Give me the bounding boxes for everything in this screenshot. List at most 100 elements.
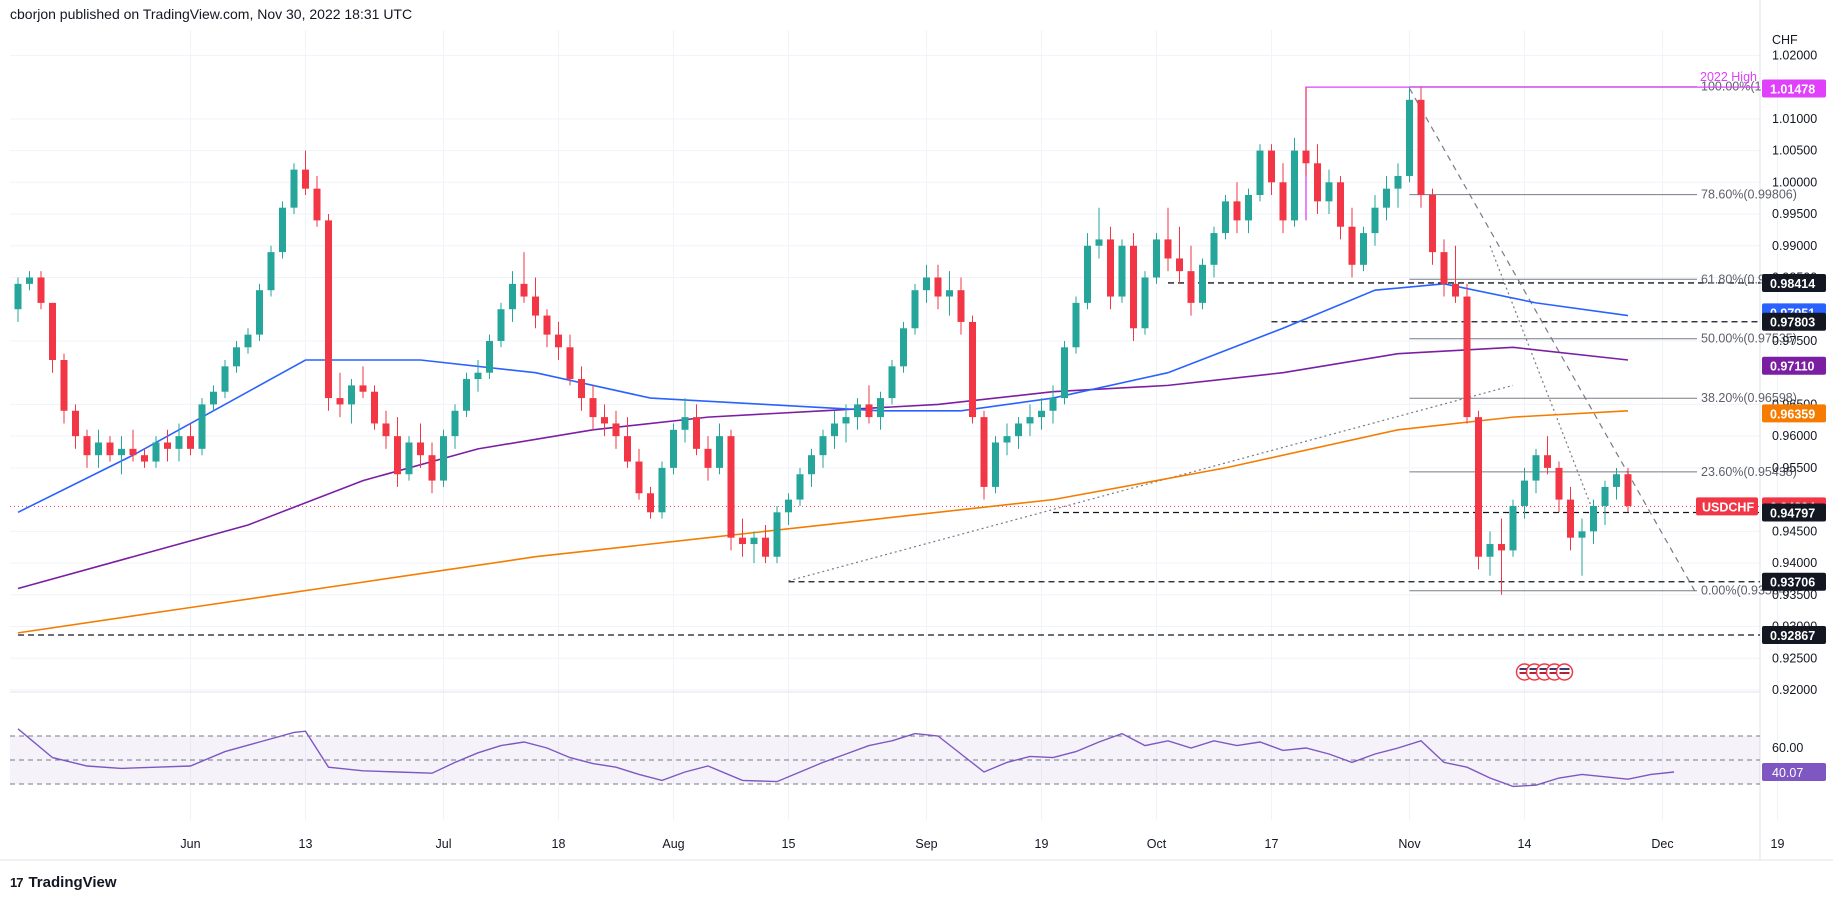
- candle: [612, 410, 620, 449]
- candle: [118, 436, 125, 475]
- candle: [934, 264, 942, 310]
- candle: [1555, 461, 1563, 513]
- price-tag-label: 0.97803: [1770, 316, 1815, 330]
- flag-stripe: [1539, 668, 1550, 670]
- candle-body: [72, 410, 79, 437]
- candle-body: [210, 391, 217, 405]
- flag-stripe: [1539, 672, 1550, 674]
- x-tick-label: 17: [1265, 837, 1279, 851]
- candle-body: [578, 379, 585, 399]
- candle-body: [1325, 182, 1333, 202]
- candle-body: [106, 442, 114, 456]
- candle: [486, 334, 493, 380]
- candle-body: [83, 436, 91, 456]
- candle-body: [854, 404, 861, 418]
- candle-body: [831, 423, 838, 437]
- candle-body: [1038, 410, 1045, 418]
- candle: [543, 309, 551, 348]
- candle-body: [877, 398, 884, 418]
- candle-body: [359, 385, 367, 392]
- candle-body: [1348, 226, 1356, 265]
- candle: [865, 385, 873, 424]
- candle-body: [589, 398, 597, 418]
- candle-body: [129, 448, 137, 456]
- candle: [727, 429, 735, 551]
- candle-body: [520, 283, 528, 297]
- candle: [1210, 226, 1218, 278]
- rsi-pane: 60.00 40.07: [10, 728, 1826, 788]
- candle-body: [348, 385, 355, 405]
- candle-body: [681, 417, 689, 430]
- candle: [1199, 258, 1206, 310]
- price-tag-label: 0.93706: [1770, 576, 1815, 590]
- rsi-tick-label: 60.00: [1772, 741, 1803, 755]
- fib-label: 38.20%(0.96598): [1701, 391, 1797, 405]
- candle-body: [279, 207, 286, 253]
- tradingview-brand[interactable]: 17 TradingView: [10, 874, 117, 891]
- candle: [1371, 195, 1379, 246]
- candle-body: [164, 442, 171, 449]
- candle-body: [382, 423, 390, 437]
- candle-body: [1291, 150, 1298, 221]
- candle-body: [1256, 150, 1264, 195]
- candle-body: [923, 277, 930, 291]
- candle: [681, 398, 689, 443]
- rsi-value-label: 40.07: [1772, 766, 1803, 780]
- candle: [555, 321, 562, 360]
- candle-body: [992, 442, 999, 487]
- candle: [244, 328, 252, 354]
- y-tick-label: 1.00000: [1772, 175, 1817, 189]
- candle-body: [1590, 505, 1597, 532]
- candle: [1107, 226, 1114, 310]
- candle-body: [1371, 207, 1379, 234]
- horizontal-levels: [10, 282, 1760, 636]
- event-flags[interactable]: [1515, 663, 1574, 681]
- candle-body: [313, 188, 321, 221]
- candle: [578, 366, 585, 411]
- candle: [1061, 340, 1068, 405]
- candle-body: [394, 436, 401, 475]
- candle: [946, 271, 953, 316]
- x-tick-label: Aug: [662, 837, 684, 851]
- price-tag: [1762, 273, 1826, 292]
- candle: [1072, 296, 1080, 354]
- time-axis[interactable]: Jun 13 Jul 18 Aug 15 Sep 19 Oct 17 Nov 14 Dec 19: [180, 837, 1784, 851]
- candle-body: [451, 410, 459, 437]
- candle-body: [1452, 283, 1459, 297]
- y-tick-label: 0.99500: [1772, 207, 1817, 221]
- candle: [1567, 486, 1574, 551]
- candle: [1337, 175, 1344, 240]
- candle-body: [221, 366, 229, 392]
- fib-label: 23.60%(0.95438): [1701, 465, 1797, 479]
- candle: [141, 448, 148, 468]
- candle-body: [141, 455, 148, 462]
- candle: [1498, 518, 1505, 595]
- candle: [1015, 417, 1022, 449]
- candle: [382, 410, 390, 449]
- candle-body: [612, 423, 620, 437]
- trendline-dashed: [1408, 88, 1698, 596]
- candle: [164, 429, 171, 462]
- candle: [440, 429, 447, 487]
- symbol-tag-label: USDCHF: [1702, 500, 1754, 514]
- candle-body: [1130, 245, 1137, 329]
- candle-body: [704, 448, 712, 468]
- candle-body: [440, 436, 447, 481]
- candle: [1222, 195, 1229, 240]
- candle: [336, 372, 344, 418]
- flag-stripe: [1549, 672, 1560, 674]
- candle: [1578, 518, 1586, 576]
- candle: [647, 486, 654, 519]
- x-tick-label: Jun: [180, 837, 200, 851]
- candle-body: [509, 283, 516, 310]
- price-tag: [1762, 312, 1826, 331]
- candle: [152, 436, 160, 468]
- candle: [1325, 169, 1333, 215]
- x-tick-label: Oct: [1147, 837, 1167, 851]
- candle: [704, 436, 712, 481]
- candle: [1256, 144, 1264, 202]
- candle-body: [14, 283, 22, 310]
- candle: [819, 429, 827, 468]
